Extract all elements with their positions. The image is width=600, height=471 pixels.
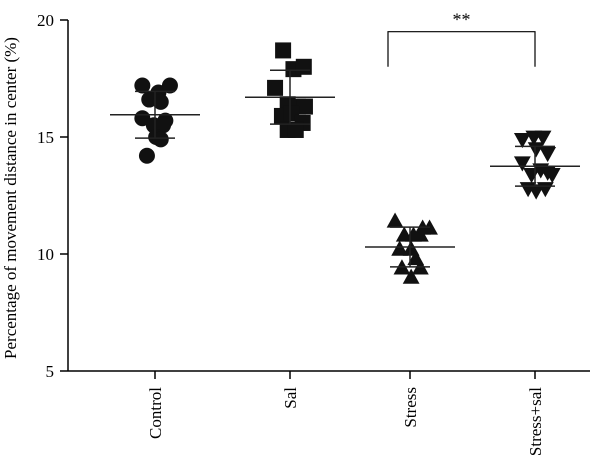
- significance-label: **: [453, 10, 471, 30]
- significance-annotation: **: [387, 10, 536, 67]
- x-tick-label: Stress: [401, 387, 420, 428]
- data-point-triangle-up: [402, 268, 420, 284]
- y-tick-label: 5: [46, 362, 55, 381]
- data-point-square: [295, 58, 312, 75]
- data-point-square: [287, 121, 304, 138]
- x-tick-label: Sal: [281, 387, 300, 409]
- data-point-square: [275, 42, 292, 59]
- data-point-triangle-down: [539, 146, 557, 163]
- data-point-circle: [134, 77, 151, 94]
- y-axis-title: Percentage of movement distance in cente…: [1, 37, 20, 359]
- data-point-triangle-down: [513, 132, 531, 149]
- data-point-triangle-up: [386, 212, 404, 228]
- data-points: [134, 42, 561, 284]
- data-point-circle: [155, 117, 172, 134]
- mean-sd-bars: [110, 69, 580, 268]
- data-point-circle: [161, 77, 178, 94]
- data-point-square: [267, 79, 284, 96]
- x-tick-label: Control: [146, 387, 165, 439]
- y-tick-label: 10: [37, 245, 54, 264]
- data-point-triangle-up: [411, 226, 429, 242]
- data-point-triangle-up: [391, 240, 409, 256]
- y-tick-label: 15: [37, 128, 54, 147]
- data-point-triangle-down: [513, 156, 531, 172]
- data-point-square: [296, 98, 313, 115]
- axes: 5 10 15 20 Control Sal Stress Stress+sal: [37, 11, 590, 456]
- data-point-circle: [152, 93, 169, 110]
- data-point-triangle-down: [534, 130, 552, 146]
- y-tick-label: 20: [37, 11, 54, 30]
- significance-bracket: [387, 31, 536, 67]
- data-point-triangle-down: [543, 168, 561, 184]
- data-point-circle: [138, 147, 155, 164]
- x-tick-label: Stress+sal: [526, 387, 545, 456]
- data-point-circle: [152, 131, 169, 148]
- data-point-triangle-down: [523, 168, 540, 184]
